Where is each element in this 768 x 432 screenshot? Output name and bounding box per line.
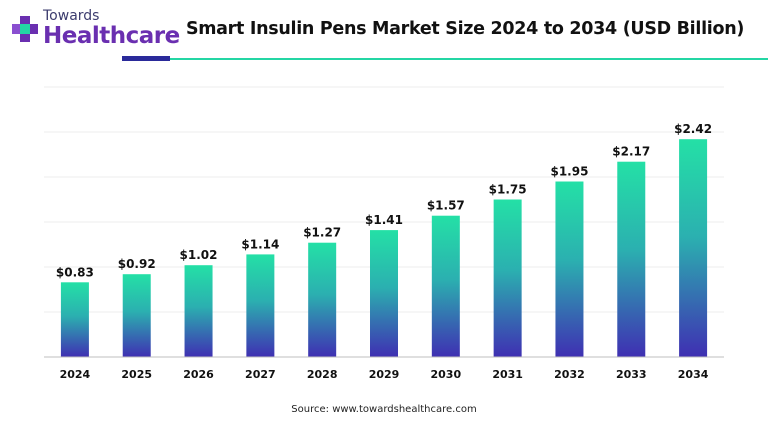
value-label-2028: $1.27 xyxy=(303,226,341,240)
bar-2024 xyxy=(60,282,89,357)
bar-2027 xyxy=(246,254,275,357)
value-label-2029: $1.41 xyxy=(365,213,403,227)
bar-2034 xyxy=(679,139,708,357)
title-rule-green xyxy=(170,58,768,60)
logo-text-towards: Towards xyxy=(43,8,100,24)
x-tick-2030: 2030 xyxy=(431,368,462,381)
bar-2033 xyxy=(617,161,646,357)
value-label-2033: $2.17 xyxy=(612,145,650,159)
x-tick-2031: 2031 xyxy=(492,368,523,381)
bars xyxy=(60,139,708,357)
x-tick-2029: 2029 xyxy=(369,368,400,381)
value-label-2030: $1.57 xyxy=(427,199,465,213)
bar-2025 xyxy=(122,274,151,357)
x-tick-2026: 2026 xyxy=(183,368,214,381)
bar-2029 xyxy=(370,230,398,357)
bar-2026 xyxy=(184,265,213,357)
bar-2030 xyxy=(431,215,460,357)
bar-2032 xyxy=(555,181,584,357)
towards-healthcare-logo: Towards Healthcare xyxy=(10,8,180,54)
source-note: Source: www.towardshealthcare.com xyxy=(291,404,477,415)
value-label-2024: $0.83 xyxy=(56,265,94,279)
x-tick-2025: 2025 xyxy=(121,368,152,381)
x-tick-2034: 2034 xyxy=(678,368,709,381)
value-label-2031: $1.75 xyxy=(489,183,527,197)
chart-title: Smart Insulin Pens Market Size 2024 to 2… xyxy=(185,19,745,39)
value-label-2034: $2.42 xyxy=(674,122,712,136)
bar-2031 xyxy=(493,199,522,357)
value-label-2027: $1.14 xyxy=(241,237,279,251)
x-tick-labels: 2024 2025 2026 2027 2028 2029 2030 2031 2032 2033… xyxy=(60,368,709,381)
value-labels: $0.83 $0.92 $1.02 $1.14 $1.27 $1.41 $1.57 $1.75… xyxy=(56,122,712,279)
value-label-2025: $0.92 xyxy=(118,257,156,271)
x-tick-2033: 2033 xyxy=(616,368,647,381)
value-label-2032: $1.95 xyxy=(550,165,588,179)
logo-text-healthcare: Healthcare xyxy=(43,23,180,49)
bar-2028 xyxy=(308,242,337,357)
medical-cross-icon xyxy=(12,16,38,42)
x-tick-2024: 2024 xyxy=(60,368,91,381)
x-tick-2032: 2032 xyxy=(554,368,585,381)
x-tick-2027: 2027 xyxy=(245,368,276,381)
value-label-2026: $1.02 xyxy=(180,248,218,262)
x-tick-2028: 2028 xyxy=(307,368,338,381)
title-rule-dark xyxy=(122,56,170,61)
